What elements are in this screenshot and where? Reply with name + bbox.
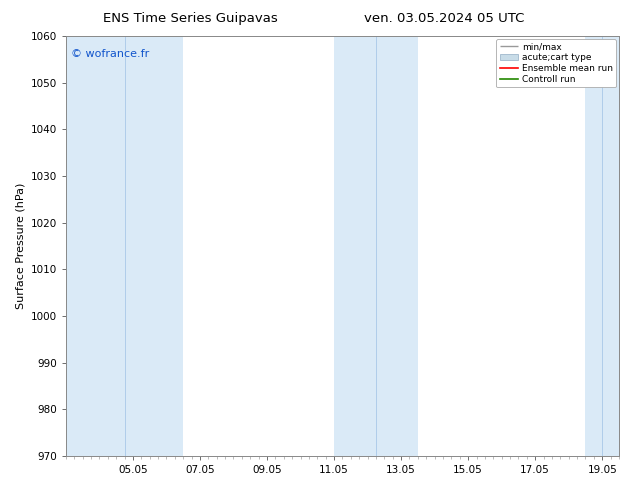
- Legend: min/max, acute;cart type, Ensemble mean run, Controll run: min/max, acute;cart type, Ensemble mean …: [496, 39, 616, 88]
- Bar: [66, 36, 183, 456]
- Text: ENS Time Series Guipavas: ENS Time Series Guipavas: [103, 12, 278, 25]
- Text: © wofrance.fr: © wofrance.fr: [72, 49, 150, 59]
- Bar: [585, 36, 619, 456]
- Y-axis label: Surface Pressure (hPa): Surface Pressure (hPa): [15, 183, 25, 309]
- Text: ven. 03.05.2024 05 UTC: ven. 03.05.2024 05 UTC: [364, 12, 524, 25]
- Bar: [334, 36, 418, 456]
